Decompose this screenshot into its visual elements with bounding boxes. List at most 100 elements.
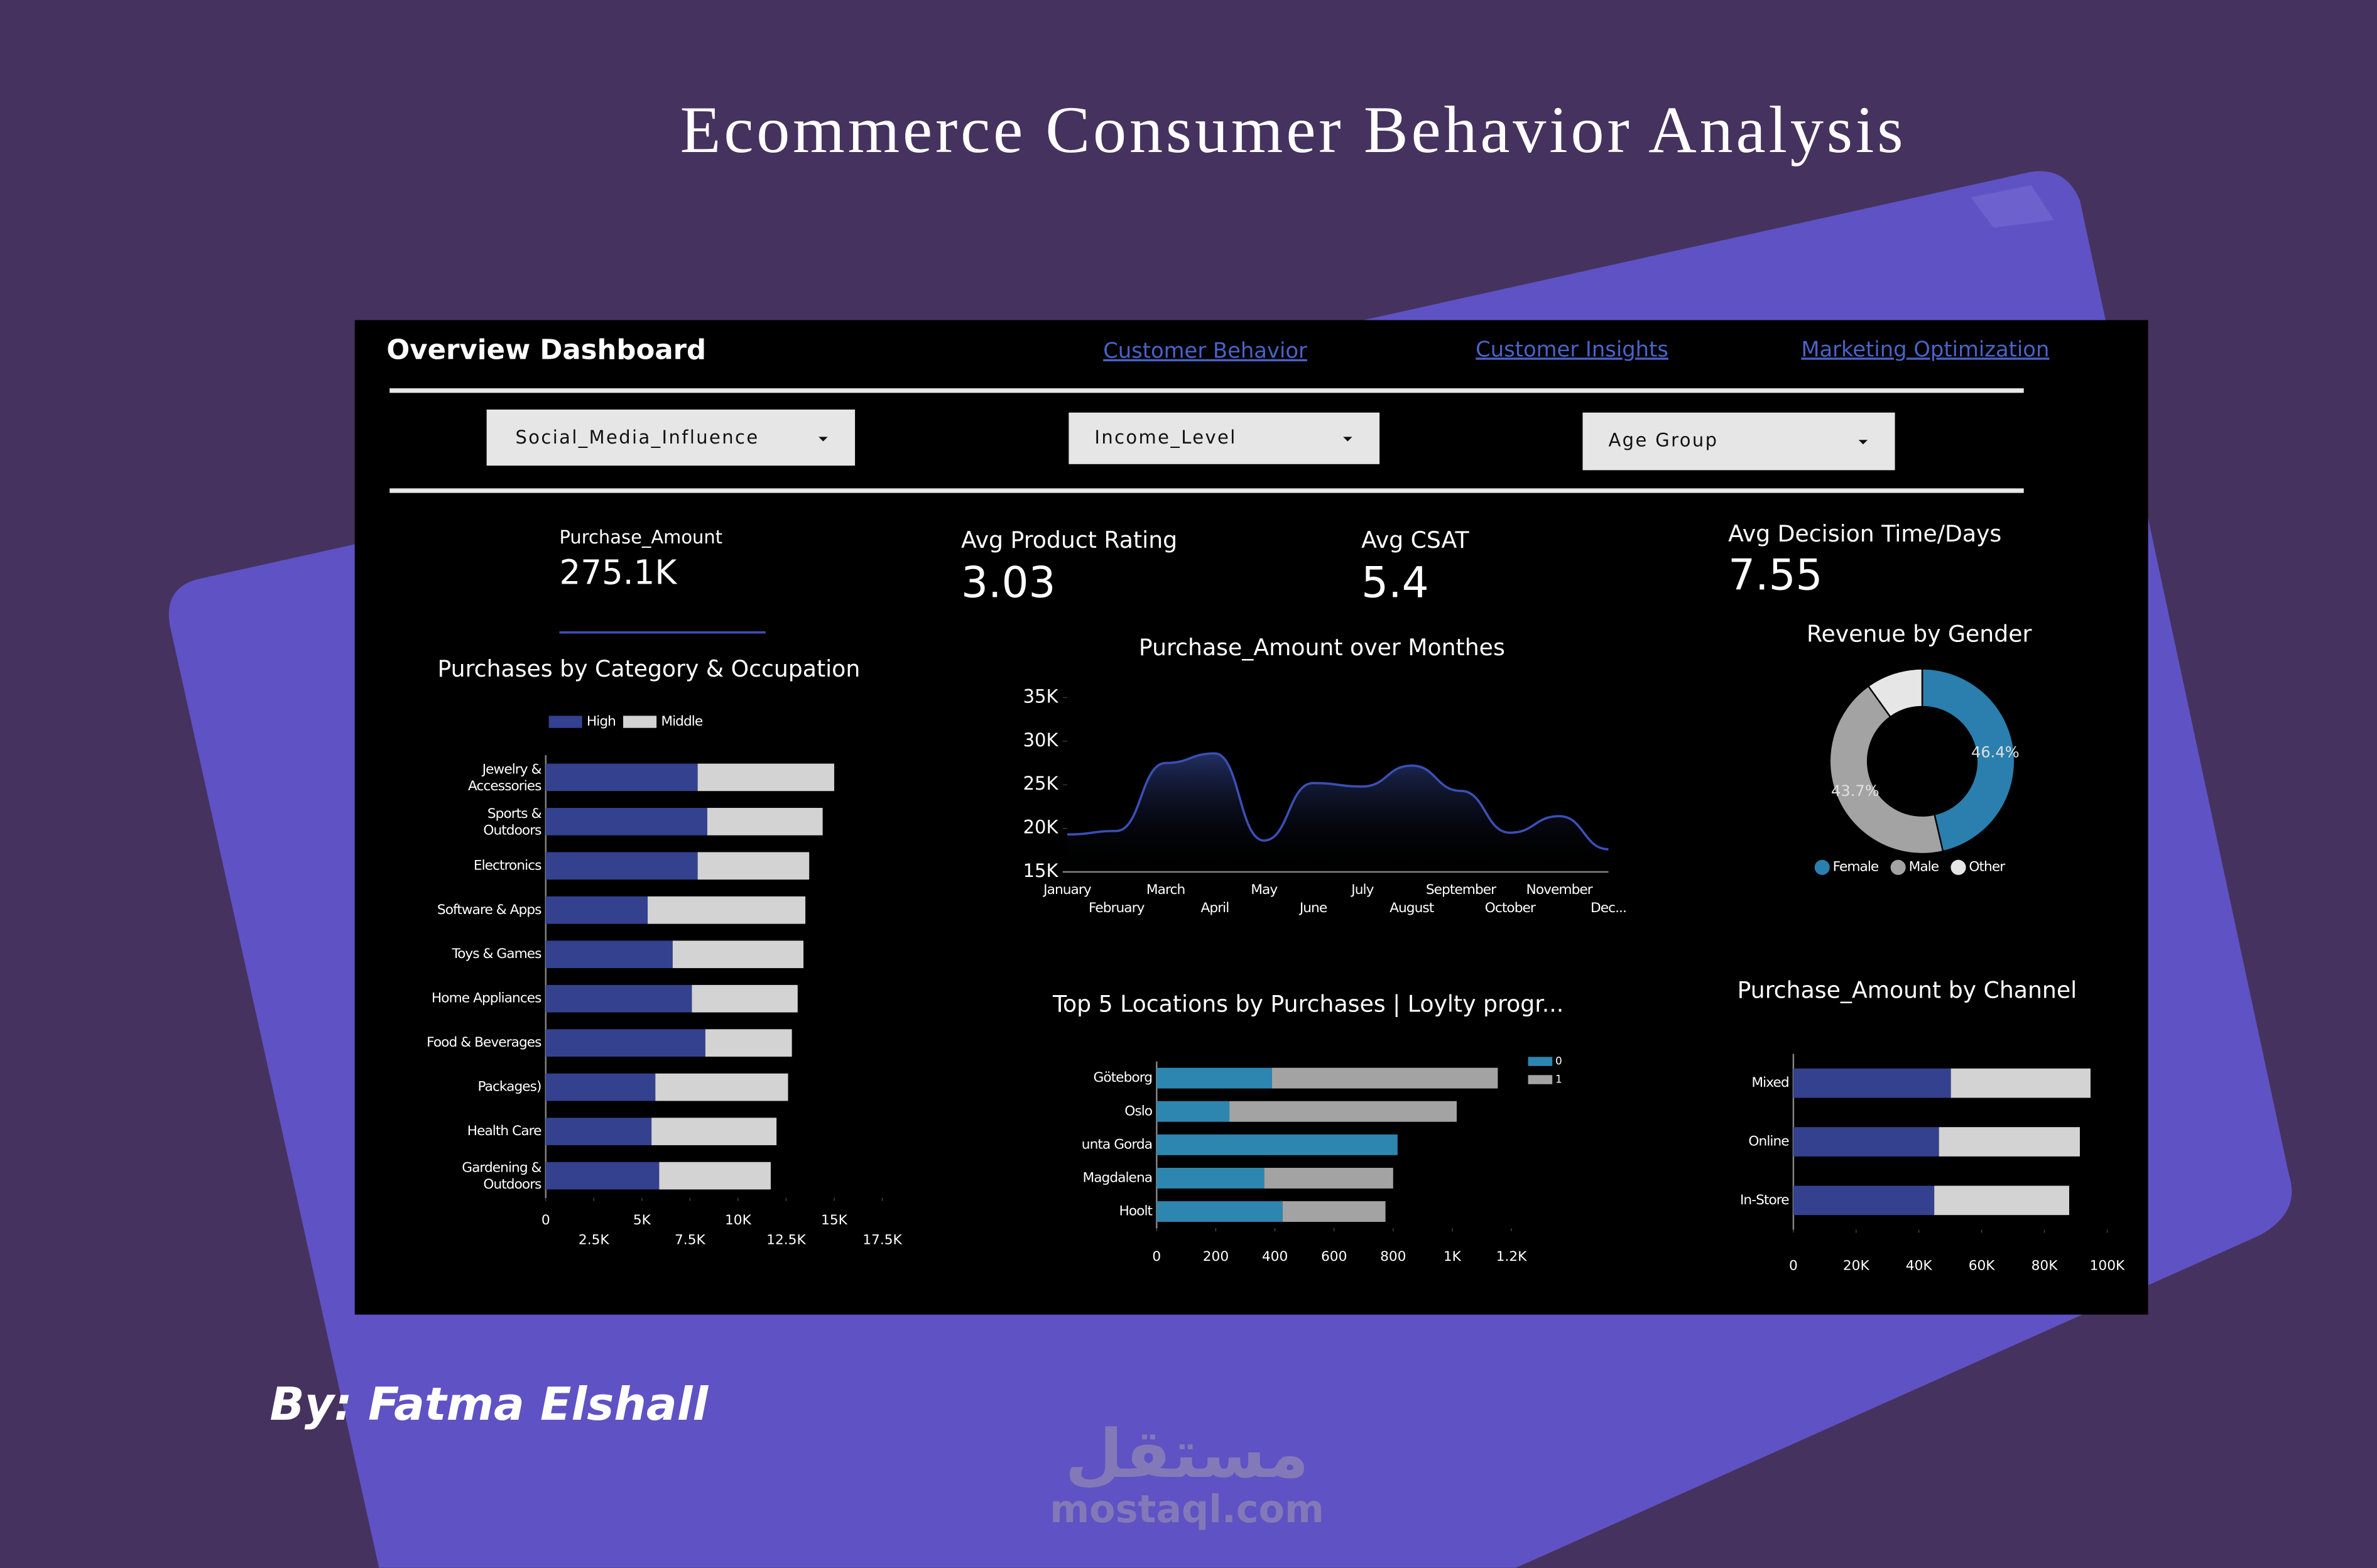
chart-title: Revenue by Gender <box>1807 621 2032 648</box>
bar <box>545 1029 705 1057</box>
x-tick-label: 17.5K <box>862 1232 902 1248</box>
y-tick-label: unta Gorda <box>1082 1136 1152 1152</box>
x-tick-label: February <box>1089 900 1145 916</box>
x-tick-label: 80K <box>2032 1258 2059 1273</box>
bar <box>1793 1127 1939 1157</box>
kpi-value: 275.1K <box>559 553 677 592</box>
x-tick-label: 12.5K <box>766 1232 806 1248</box>
bar <box>1793 1068 1951 1098</box>
x-tick-label: June <box>1298 900 1327 916</box>
y-tick-label: 20K <box>1023 817 1059 838</box>
bar <box>545 1162 660 1190</box>
dashboard-title: Overview Dashboard <box>386 335 706 366</box>
bar <box>545 1073 656 1101</box>
legend-swatch <box>1814 859 1830 875</box>
line <box>1067 752 1609 851</box>
kpi-label: Avg CSAT <box>1361 526 1469 553</box>
bar <box>1156 1101 1230 1122</box>
dropdown-arrow <box>1858 440 1868 445</box>
x-tick-label: 0 <box>541 1212 550 1228</box>
y-tick-label: Health Care <box>467 1123 541 1139</box>
filter[interactable]: Income_Level <box>1069 412 1380 464</box>
bar <box>1156 1134 1398 1155</box>
y-tick-label: Online <box>1748 1134 1789 1150</box>
x-tick-label: April <box>1201 900 1229 916</box>
y-tick-label: Mixed <box>1751 1075 1788 1091</box>
nav-tab[interactable]: Marketing Optimization <box>1801 337 2049 361</box>
y-tick-label: Oslo <box>1124 1103 1153 1119</box>
data-label: 46.4% <box>1971 744 2020 761</box>
legend-swatch <box>548 716 582 728</box>
bar <box>697 852 810 880</box>
legend-swatch <box>1950 859 1966 875</box>
bar <box>1793 1185 1935 1216</box>
bar <box>1156 1167 1265 1189</box>
x-tick-label: 20K <box>1843 1258 1870 1273</box>
bar <box>672 940 804 969</box>
legend-label: Male <box>1909 859 1939 875</box>
y-tick-label: Toys & Games <box>451 946 541 962</box>
dropdown[interactable] <box>1069 412 1380 464</box>
y-tick-label: 30K <box>1023 729 1059 751</box>
decor <box>1971 185 2054 228</box>
y-tick-label: 25K <box>1023 773 1059 794</box>
bar <box>697 763 834 792</box>
bar <box>1156 1067 1272 1089</box>
y-tick-label: Magdalena <box>1082 1170 1152 1185</box>
chart-title: Purchases by Category & Occupation <box>437 655 860 682</box>
bar <box>545 1118 652 1145</box>
filter[interactable]: Social_Media_Influence <box>486 409 856 466</box>
data-label: 43.7% <box>1831 782 1879 800</box>
x-tick-label: 200 <box>1203 1249 1229 1265</box>
x-tick-label: October <box>1485 900 1536 916</box>
bar <box>707 808 823 836</box>
y-tick-label: Home Appliances <box>432 991 541 1006</box>
bar <box>545 984 692 1013</box>
legend-swatch <box>1890 859 1906 875</box>
x-tick-label: July <box>1350 882 1374 898</box>
x-tick-label: September <box>1426 882 1496 898</box>
kpi-label: Avg Decision Time/Days <box>1728 520 2001 547</box>
x-tick-label: November <box>1526 882 1593 898</box>
y-tick-label: 15K <box>1023 860 1059 881</box>
divider <box>389 388 2024 393</box>
x-tick-label: 7.5K <box>675 1232 706 1248</box>
legend-swatch <box>1528 1057 1553 1066</box>
chart-title: Purchase_Amount over Monthes <box>1139 634 1505 661</box>
x-tick-label: March <box>1146 882 1185 898</box>
kpi-label: Purchase_Amount <box>559 526 722 548</box>
x-tick-label: May <box>1251 882 1278 898</box>
chart-title: Purchase_Amount by Channel <box>1738 977 2077 1004</box>
bar <box>1229 1101 1457 1122</box>
dropdown[interactable] <box>1582 412 1895 471</box>
y-tick-label: Gardening & Outdoors <box>462 1160 541 1193</box>
dropdown-label: Age Group <box>1608 430 1718 451</box>
donut-slice <box>1829 685 1944 855</box>
nav-tab[interactable]: Customer Insights <box>1476 337 1668 361</box>
x-tick-label: 100K <box>2090 1258 2125 1273</box>
bar <box>1950 1068 2091 1098</box>
x-tick-label: 1.2K <box>1496 1249 1528 1265</box>
bar <box>648 896 806 924</box>
legend-label: 0 <box>1555 1055 1562 1067</box>
filter[interactable]: Age Group <box>1582 412 1895 471</box>
y-tick-label: In-Store <box>1740 1192 1789 1208</box>
legend-label: Other <box>1969 859 2005 875</box>
y-tick-label: Jewelry & Accessories <box>468 761 542 794</box>
watermark: مستقل <box>1065 1415 1308 1493</box>
bar <box>705 1029 792 1057</box>
kpi-value: 5.4 <box>1361 557 1428 607</box>
nav-tab[interactable]: Customer Behavior <box>1103 339 1307 363</box>
chart-title: Top 5 Locations by Purchases | Loylty pr… <box>1052 990 1564 1017</box>
donut-slice <box>1921 668 2016 852</box>
author: By: Fatma Elshall <box>270 1378 709 1431</box>
bar <box>692 984 798 1013</box>
x-tick-label: 600 <box>1321 1249 1347 1265</box>
kpi-value: 7.55 <box>1728 550 1822 599</box>
dropdown[interactable] <box>486 409 856 466</box>
y-tick-label: Hoolt <box>1119 1204 1152 1219</box>
legend-label: High <box>587 714 616 729</box>
bar <box>1271 1067 1498 1089</box>
bar <box>1939 1127 2080 1157</box>
legend-swatch <box>623 716 657 728</box>
